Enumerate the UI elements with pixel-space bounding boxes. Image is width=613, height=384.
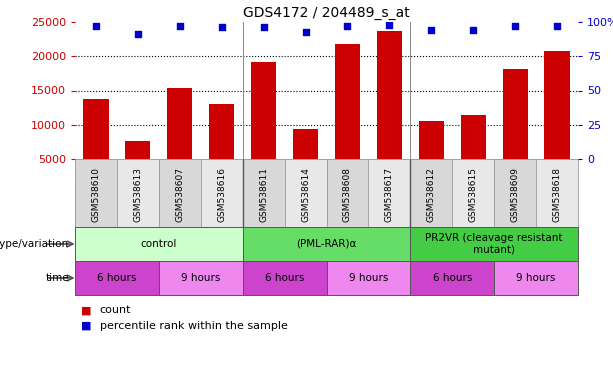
Bar [544,51,569,193]
Point [510,23,520,29]
Bar [209,104,234,193]
Point [133,31,143,37]
Bar [243,227,410,261]
Bar [327,261,410,295]
Bar [251,62,276,193]
Point [175,23,185,29]
Bar [167,88,192,193]
Text: (PML-RAR)α: (PML-RAR)α [296,239,357,249]
Title: GDS4172 / 204489_s_at: GDS4172 / 204489_s_at [243,6,410,20]
Bar [284,159,327,227]
Text: ■: ■ [81,321,91,331]
Text: genotype/variation: genotype/variation [0,239,69,249]
Text: GSM538615: GSM538615 [469,167,478,222]
Bar [410,159,452,227]
Bar [200,159,243,227]
Bar [293,129,318,193]
Bar [125,141,150,193]
Bar [419,121,444,193]
Text: percentile rank within the sample: percentile rank within the sample [99,321,287,331]
Text: GSM538611: GSM538611 [259,167,268,222]
Text: ■: ■ [81,305,91,315]
Bar [494,261,578,295]
Bar [368,159,410,227]
Bar [452,159,494,227]
Point [259,25,268,31]
Point [217,25,227,31]
Text: 9 hours: 9 hours [181,273,221,283]
Bar [327,159,368,227]
Bar [410,227,578,261]
Text: 6 hours: 6 hours [433,273,472,283]
Text: GSM538614: GSM538614 [301,167,310,222]
Text: 6 hours: 6 hours [265,273,304,283]
Bar [503,69,528,193]
Bar [335,44,360,193]
Text: GSM538618: GSM538618 [552,167,562,222]
Point [91,23,101,29]
Bar [159,159,200,227]
Text: GSM538609: GSM538609 [511,167,520,222]
Bar [536,159,578,227]
Bar [75,261,159,295]
Bar [410,261,494,295]
Bar [460,115,485,193]
Text: GSM538610: GSM538610 [91,167,101,222]
Bar [243,261,327,295]
Point [343,23,352,29]
Text: count: count [99,305,131,315]
Point [552,23,562,29]
Bar [83,99,109,193]
Point [300,28,310,35]
Bar [75,159,117,227]
Text: GSM538616: GSM538616 [217,167,226,222]
Point [427,27,436,33]
Text: 9 hours: 9 hours [516,273,556,283]
Text: PR2VR (cleavage resistant
mutant): PR2VR (cleavage resistant mutant) [425,233,563,255]
Point [384,22,394,28]
Text: GSM538607: GSM538607 [175,167,185,222]
Bar [377,31,402,193]
Bar [117,159,159,227]
Text: GSM538617: GSM538617 [385,167,394,222]
Text: 6 hours: 6 hours [97,273,137,283]
Bar [75,227,243,261]
Bar [243,159,284,227]
Text: 9 hours: 9 hours [349,273,388,283]
Text: GSM538608: GSM538608 [343,167,352,222]
Bar [494,159,536,227]
Text: control: control [140,239,177,249]
Text: GSM538613: GSM538613 [134,167,142,222]
Text: time: time [45,273,69,283]
Bar [159,261,243,295]
Text: GSM538612: GSM538612 [427,167,436,222]
Point [468,27,478,33]
